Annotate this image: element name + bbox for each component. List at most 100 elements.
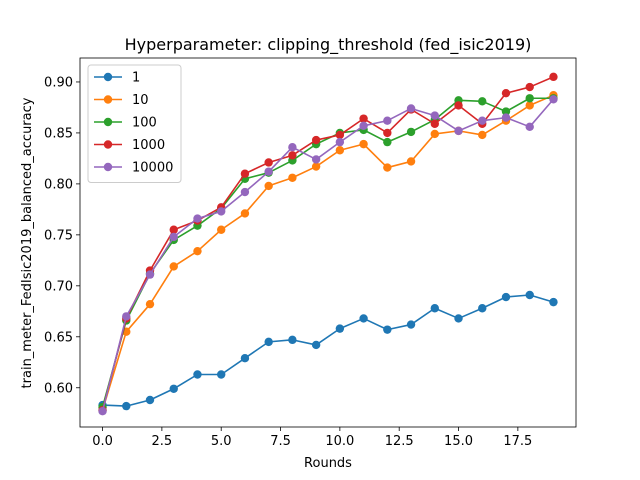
y-tick-label: 0.90 [44, 75, 73, 90]
data-point [406, 320, 416, 329]
x-tick-label: 5.0 [211, 434, 232, 449]
data-point [264, 158, 273, 167]
legend-label: 10000 [132, 161, 173, 176]
legend-item: 10 [94, 93, 149, 108]
x-tick-label: 0.0 [92, 434, 113, 449]
data-point [406, 127, 416, 137]
data-point [454, 126, 463, 136]
data-point [240, 353, 250, 363]
data-point [217, 225, 226, 234]
legend-label: 100 [132, 116, 157, 131]
data-point [145, 395, 155, 405]
data-point [335, 137, 345, 147]
data-point [288, 151, 297, 160]
legend-box [87, 64, 182, 183]
y-tick-label: 0.65 [44, 330, 73, 345]
data-point [335, 146, 345, 155]
data-point [122, 401, 131, 411]
data-point [383, 137, 392, 147]
y-tick-label: 0.60 [44, 381, 73, 396]
data-point [311, 135, 321, 145]
data-point [264, 337, 273, 347]
series-line [102, 294, 554, 407]
x-tick-label: 17.5 [503, 434, 532, 449]
data-point [359, 314, 368, 323]
x-tick-label: 7.5 [270, 434, 291, 449]
chart-title: Hyperparameter: clipping_threshold (fed_… [125, 35, 532, 55]
data-point [549, 297, 558, 307]
data-point [525, 122, 534, 132]
data-point [430, 111, 439, 120]
data-point [145, 299, 155, 309]
data-point [478, 97, 487, 106]
legend-label: 10 [132, 93, 149, 108]
data-point [311, 340, 321, 350]
data-point [359, 139, 368, 149]
legend-item: 10000 [94, 161, 173, 176]
data-point [525, 94, 534, 103]
data-point [359, 121, 368, 130]
data-point [454, 101, 463, 110]
legend-item: 1 [94, 71, 140, 86]
data-point [169, 232, 178, 242]
plot-area [79, 57, 577, 428]
data-point [549, 95, 558, 104]
data-point [217, 370, 226, 379]
data-point [217, 207, 226, 216]
data-point [240, 209, 250, 218]
data-point [383, 116, 392, 125]
legend-marker [103, 95, 113, 104]
data-point [193, 370, 202, 379]
data-point [383, 163, 392, 172]
y-tick-label: 0.70 [44, 279, 73, 294]
data-point [383, 325, 392, 334]
x-tick-label: 12.5 [385, 434, 414, 449]
x-tick-label: 2.5 [152, 434, 173, 449]
y-tick-label: 0.85 [44, 126, 73, 141]
legend-item: 100 [94, 116, 157, 131]
data-point [501, 113, 511, 122]
data-point [193, 214, 202, 223]
data-point [240, 187, 250, 197]
data-point [406, 104, 416, 113]
data-point [169, 262, 178, 271]
data-point [264, 181, 273, 191]
data-point [311, 162, 321, 171]
series-line [101, 98, 555, 412]
x-axis-label: Rounds [304, 456, 352, 471]
data-point [288, 142, 297, 152]
x-tick-label: 15.0 [444, 434, 473, 449]
y-axis-label: train_meter_FedIsic2019_balanced_accurac… [20, 97, 35, 388]
data-point [501, 107, 511, 116]
plot-frame [79, 57, 577, 428]
legend-item: 1000 [94, 138, 165, 153]
y-axis: 0.60 0.65 0.70 0.75 0.80 0.85 0.90 [44, 75, 80, 396]
series-layer [98, 72, 558, 416]
series-1 [98, 290, 558, 411]
data-point [383, 128, 392, 138]
legend-marker [103, 117, 113, 127]
data-point [525, 290, 534, 300]
data-point [98, 407, 107, 416]
data-point [430, 129, 439, 139]
data-point [335, 130, 345, 140]
data-point [525, 82, 534, 92]
series-10000 [98, 95, 558, 416]
data-point [122, 312, 131, 321]
data-point [288, 335, 297, 345]
data-point [288, 173, 297, 182]
legend-marker [103, 140, 113, 149]
data-point [430, 304, 439, 313]
legend-marker [103, 72, 113, 82]
y-tick-label: 0.80 [44, 177, 73, 192]
data-point [311, 155, 321, 164]
data-point [525, 101, 534, 110]
data-point [406, 157, 416, 166]
x-axis: 0.0 2.5 5.0 7.5 10.0 12.5 15.0 17.5 [92, 427, 532, 449]
data-point [549, 72, 558, 82]
legend-marker [103, 162, 113, 172]
data-point [240, 169, 250, 178]
data-point [145, 270, 155, 279]
data-point [264, 167, 273, 176]
legend-label: 1000 [132, 138, 165, 153]
